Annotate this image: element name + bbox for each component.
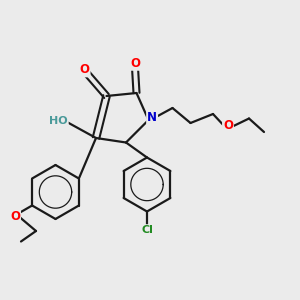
Text: O: O: [80, 63, 90, 76]
Text: O: O: [10, 210, 20, 224]
Text: O: O: [223, 118, 233, 132]
Text: HO: HO: [49, 116, 68, 127]
Text: Cl: Cl: [141, 225, 153, 235]
Text: N: N: [147, 111, 157, 124]
Text: O: O: [130, 57, 141, 70]
